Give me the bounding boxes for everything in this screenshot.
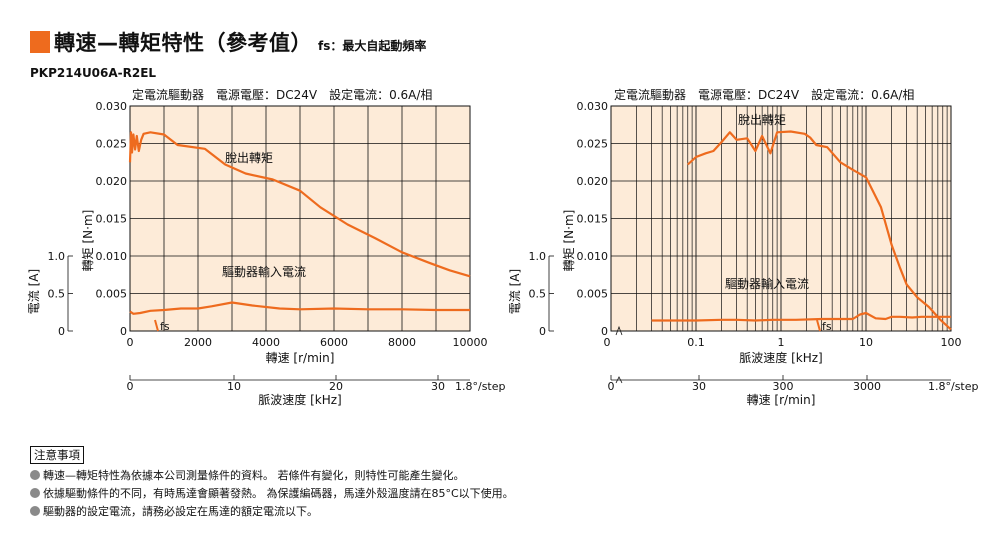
bullet-icon (30, 488, 40, 498)
series-label: 驅動器輸入電流 (725, 276, 809, 291)
pullout-torque-curve (128, 131, 471, 278)
driver-current-curve (129, 301, 470, 315)
series-label: 脫出轉矩 (738, 112, 786, 127)
bullet-icon (30, 506, 40, 516)
x2-tick-label: 20 (329, 380, 343, 393)
y-tick-label: 0.030 (96, 100, 128, 113)
x-tick-label: 2000 (184, 336, 212, 349)
x2-axis-label: 轉速 [r/min] (747, 393, 816, 407)
x-tick-label: 1 (778, 336, 785, 349)
x-tick-label: 0 (127, 336, 134, 349)
pullout-torque-curve (687, 130, 952, 331)
y-tick-label: 0 (120, 325, 127, 338)
y-tick-label: 0.030 (577, 100, 609, 113)
x-tick-label: 0 (604, 336, 611, 349)
title-marker (30, 31, 50, 53)
x2-tick-label: 3000 (853, 380, 881, 393)
note-text: 依據驅動條件的不同，有時馬達會顯著發熱。 為保護編碼器，馬達外殼溫度請在85°C… (43, 487, 514, 500)
y-tick-label: 0.025 (96, 138, 128, 151)
y-tick-label: 0.010 (577, 250, 609, 263)
notes-section: 注意事項 轉速—轉矩特性為依據本公司測量條件的資料。 若條件有變化，則特性可能產… (30, 446, 514, 520)
y2-tick-label: 0.5 (48, 288, 66, 301)
y-tick-label: 0.015 (96, 213, 128, 226)
y-axis-label: 轉矩 [N·m] (81, 210, 95, 272)
bullet-icon (30, 470, 40, 480)
plot-frame (610, 105, 952, 332)
y2-axis-label: 電流 [A] (508, 269, 522, 314)
y-tick-label: 0.025 (577, 138, 609, 151)
x2-tick-label: 30 (692, 380, 706, 393)
fs-label: fs (160, 320, 170, 333)
note-text: 轉速—轉矩特性為依據本公司測量條件的資料。 若條件有變化，則特性可能產生變化。 (43, 469, 465, 482)
x2-end-label: 1.8°/step (928, 380, 979, 393)
x-axis-label: 脈波速度 [kHz] (739, 350, 822, 365)
model-number: PKP214U06A-R2EL (30, 66, 157, 80)
axis-break-mark (615, 376, 623, 384)
x2-tick-label: 0 (608, 380, 615, 393)
x2-axis-label: 脈波速度 [kHz] (258, 392, 341, 407)
chart-condition: 定電流驅動器 電源電壓：DC24V 設定電流：0.6A/相 (614, 87, 914, 102)
x-tick-label: 6000 (320, 336, 348, 349)
x2-end-label: 1.8°/step (455, 380, 506, 393)
y2-tick-label: 0.5 (529, 288, 547, 301)
y-tick-label: 0 (601, 325, 608, 338)
y-tick-label: 0.015 (577, 213, 609, 226)
chart-condition: 定電流驅動器 電源電壓：DC24V 設定電流：0.6A/相 (132, 87, 432, 102)
x2-tick-label: 300 (773, 380, 794, 393)
x-axis-label: 轉速 [r/min] (266, 351, 335, 365)
series-label: 驅動器輸入電流 (222, 264, 306, 279)
page-title: 轉速—轉矩特性（參考值） (54, 31, 312, 55)
y2-tick-label: 0 (539, 325, 546, 338)
note-item: 依據驅動條件的不同，有時馬達會顯著發熱。 為保護編碼器，馬達外殼溫度請在85°C… (30, 484, 514, 502)
series-label: 脫出轉矩 (225, 150, 273, 165)
y2-tick-label: 1.0 (48, 250, 66, 263)
y-tick-label: 0.020 (96, 175, 128, 188)
y-tick-label: 0.005 (96, 288, 128, 301)
note-text: 驅動器的設定電流，請務必設定在馬達的額定電流以下。 (43, 505, 318, 518)
x-tick-label: 0.1 (687, 336, 705, 349)
y2-tick-label: 1.0 (529, 250, 547, 263)
page-subtitle: fs：最大自起動頻率 (318, 38, 427, 53)
fs-marker (816, 319, 821, 332)
y-tick-label: 0.005 (577, 288, 609, 301)
y-tick-label: 0.010 (96, 250, 128, 263)
page-title-row: 轉速—轉矩特性（參考值） fs：最大自起動頻率 (30, 28, 426, 56)
x2-tick-label: 0 (127, 380, 134, 393)
plot-frame (129, 105, 471, 332)
note-item: 轉速—轉矩特性為依據本公司測量條件的資料。 若條件有變化，則特性可能產生變化。 (30, 466, 514, 484)
x-tick-label: 4000 (252, 336, 280, 349)
y-axis-label: 轉矩 [N·m] (562, 210, 576, 272)
notes-heading: 注意事項 (30, 446, 84, 464)
y2-axis-label: 電流 [A] (27, 269, 41, 314)
x-tick-label: 100 (941, 336, 962, 349)
fs-marker (154, 319, 159, 332)
x-tick-label: 8000 (388, 336, 416, 349)
driver-current-curve (651, 311, 951, 322)
x-tick-label: 10 (859, 336, 873, 349)
note-item: 驅動器的設定電流，請務必設定在馬達的額定電流以下。 (30, 502, 514, 520)
y-tick-label: 0.020 (577, 175, 609, 188)
y2-tick-label: 0 (58, 325, 65, 338)
fs-label: fs (822, 320, 832, 333)
x2-tick-label: 10 (227, 380, 241, 393)
x-tick-label: 10000 (453, 336, 488, 349)
x2-tick-label: 30 (431, 380, 445, 393)
axis-break-mark (615, 325, 623, 336)
